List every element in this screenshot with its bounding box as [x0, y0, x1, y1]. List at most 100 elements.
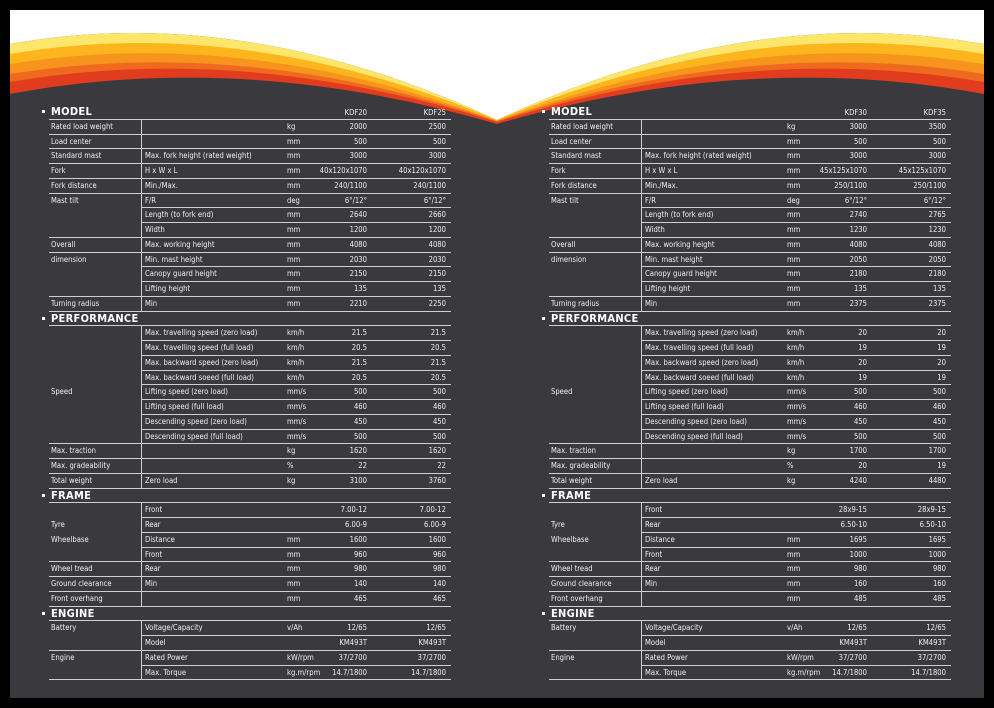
spec-unit: mm — [287, 284, 301, 293]
spec-value: 21.5 — [351, 357, 367, 367]
spec-sublabel: Max. Torque — [145, 667, 187, 677]
spec-unit: mm — [287, 593, 301, 603]
spec-unit: km/h — [287, 328, 305, 338]
bullet-icon — [42, 316, 45, 320]
spec-unit: kW/rpm — [787, 652, 814, 662]
row-divider — [549, 590, 951, 592]
row-divider — [141, 207, 451, 209]
spec-row: Max. Torque kg.m/rpm 14.7/1800 14.7/1800 — [541, 666, 951, 681]
spec-value: 1695 — [928, 534, 946, 544]
spec-value: 500 — [853, 387, 867, 397]
spec-value: 450 — [853, 416, 867, 426]
spec-value: 460 — [353, 402, 367, 411]
spec-unit: kg.m/rpm — [287, 667, 321, 677]
row-divider — [49, 576, 451, 577]
spec-row: Wheel tread Rear mm 980 980 — [41, 562, 451, 577]
spec-value: 460 — [853, 402, 867, 411]
spec-value: 140 — [353, 579, 367, 588]
row-divider — [641, 635, 951, 636]
spec-sublabel: Canopy guard height — [645, 269, 717, 279]
spec-value: 460 — [432, 402, 446, 411]
spec-value: 980 — [353, 564, 367, 574]
spec-row: Standard mast Max. fork height (rated wei… — [541, 149, 951, 164]
row-divider — [49, 192, 451, 194]
section-title: PERFORMANCE — [551, 311, 639, 325]
spec-row: Canopy guard height mm 2150 2150 — [41, 267, 451, 282]
spec-sublabel: Lifting speed (zero load) — [645, 387, 728, 397]
spec-label: Max. traction — [551, 446, 596, 456]
spec-sublabel: Distance — [145, 534, 175, 544]
model-name: KDF30 — [844, 108, 867, 117]
spec-unit: mm — [787, 151, 801, 161]
spec-value: 1600 — [428, 534, 446, 544]
spec-row: Max. travelling speed (zero load) km/h 20 2… — [541, 326, 951, 341]
row-divider — [641, 266, 951, 268]
spec-value: 4480 — [928, 475, 946, 485]
spec-unit: deg — [787, 195, 800, 205]
spec-unit: mm — [787, 225, 801, 234]
spec-sublabel: Min — [645, 579, 658, 588]
row-divider — [549, 236, 951, 238]
spec-value: 7.00-12 — [419, 505, 446, 515]
spec-value: 20.5 — [430, 343, 446, 352]
spec-unit: mm — [787, 269, 801, 279]
bullet-icon — [542, 493, 545, 497]
spec-row: dimension Min. mast height mm 2030 2030 — [41, 253, 451, 268]
spec-value: 2180 — [928, 269, 946, 279]
spec-value: 2050 — [928, 254, 946, 264]
flame-banner-decoration — [10, 10, 984, 124]
spec-value: 6°/12° — [344, 195, 367, 205]
row-divider — [641, 664, 951, 666]
spec-value: 980 — [432, 564, 446, 574]
row-divider — [549, 502, 951, 504]
row-divider — [641, 340, 951, 341]
bullet-icon — [42, 611, 45, 615]
row-divider — [641, 531, 951, 533]
spec-value: 19 — [937, 372, 946, 382]
spec-unit: km/h — [787, 372, 805, 382]
spec-value: 500 — [432, 136, 446, 146]
spec-sublabel: Descending speed (full load) — [645, 431, 743, 441]
spec-row: Fork H x W x L mm 45x125x1070 45x125x1070 — [541, 164, 951, 179]
bullet-icon — [42, 110, 45, 113]
spec-value: 20 — [937, 328, 946, 338]
spec-sublabel: Model — [645, 638, 666, 647]
spec-value: 135 — [353, 284, 367, 293]
row-divider — [141, 399, 451, 400]
spec-sublabel: Max. backward soeed (full load) — [145, 372, 254, 382]
spec-unit: mm — [287, 579, 301, 588]
row-divider — [549, 561, 951, 563]
spec-row: Tyre Rear 6.50-10 6.50-10 — [541, 518, 951, 533]
spec-row: Max. backward speed (zero load) km/h 21.5 2… — [41, 356, 451, 371]
bullet-icon — [42, 493, 45, 497]
spec-value: 37/2700 — [917, 652, 946, 662]
spec-value: 3000 — [428, 151, 446, 161]
spec-sublabel: Rear — [645, 520, 661, 529]
spec-row: Engine Rated Power kW/rpm 37/2700 37/2700 — [541, 651, 951, 666]
spec-unit: mm — [787, 534, 801, 544]
column-divider — [641, 621, 642, 681]
spec-sublabel: Width — [645, 225, 665, 234]
spec-row: Max. traction kg 1620 1620 — [41, 444, 451, 459]
spec-label: Total weight — [551, 475, 593, 485]
spec-panel-kdf20-kdf25: MODEL KDF20 KDF25 Rated load weight kg 2000 25… — [41, 105, 451, 681]
spec-value: 19 — [937, 343, 946, 352]
spec-sublabel: Lifting height — [145, 284, 191, 293]
row-divider — [49, 502, 451, 504]
spec-label: Fork — [51, 166, 66, 175]
spec-sublabel: H x W x L — [645, 166, 678, 175]
row-divider — [549, 177, 951, 179]
spec-sublabel: Lifting speed (full load) — [145, 402, 224, 411]
spec-value: KM493T — [418, 638, 446, 647]
row-divider — [641, 369, 951, 371]
spec-unit: kg — [287, 446, 296, 456]
spec-value: 20.5 — [351, 343, 367, 352]
row-divider — [49, 679, 451, 681]
spec-row: Total weight Zero load kg 3100 3760 — [41, 474, 451, 489]
row-divider — [49, 118, 451, 120]
spec-value: 500 — [853, 136, 867, 146]
spec-row: dimension Min. mast height mm 2050 2050 — [541, 253, 951, 268]
spec-sublabel: Rear — [145, 564, 161, 574]
spec-value: 4080 — [928, 239, 946, 249]
spec-value: 3000 — [849, 121, 867, 131]
